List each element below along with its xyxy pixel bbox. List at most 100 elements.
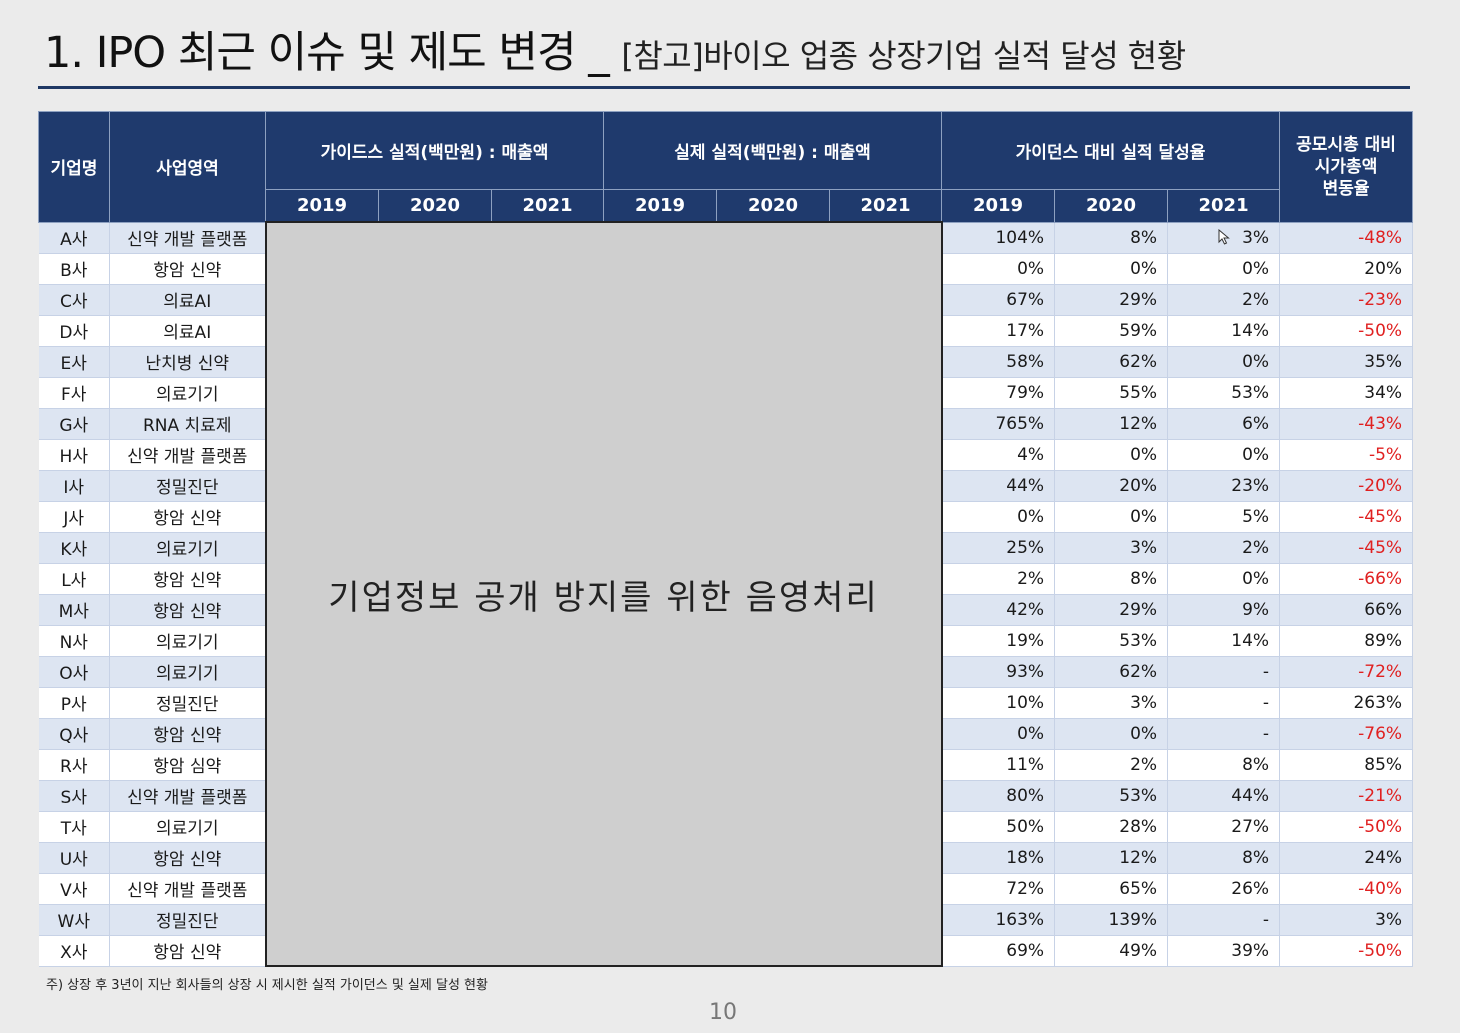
rate-2019-cell: 50% xyxy=(941,811,1056,843)
company-cell: X사 xyxy=(38,935,110,967)
company-cell: W사 xyxy=(38,904,110,936)
rate-2021-cell: 5% xyxy=(1167,501,1281,533)
page-title: 1. IPO 최근 이슈 및 제도 변경 _ [참고]바이오 업종 상장기업 실… xyxy=(44,18,1186,80)
company-cell: O사 xyxy=(38,656,110,688)
mcap-change-cell: 66% xyxy=(1279,594,1414,626)
table-row: W사 정밀진단 163% 139% -3% xyxy=(38,904,1414,936)
rate-2021-cell: 14% xyxy=(1167,625,1281,657)
rate-2021-cell: 0% xyxy=(1167,439,1281,471)
rate-2020-cell: 0% xyxy=(1054,718,1169,750)
table-row: E사 난치병 신약 58% 62% 0% 35% xyxy=(38,346,1414,378)
ipo-achievement-table: 기업명 사업영역 가이드스 실적(백만원) : 매출액 실제 실적(백만원) :… xyxy=(38,111,1414,967)
mcap-change-cell: -5% xyxy=(1279,439,1414,471)
table-row: B사 항암 신약 0% 0% 0% 20% xyxy=(38,253,1414,285)
business-cell: RNA 치료제 xyxy=(109,408,266,440)
rate-2020-cell: 3% xyxy=(1054,687,1169,719)
rate-2019-cell: 42% xyxy=(941,594,1056,626)
rate-2019-cell: 11% xyxy=(941,749,1056,781)
rate-2021-cell: 3% xyxy=(1167,222,1281,254)
mcap-change-cell: -45% xyxy=(1279,501,1414,533)
rate-2020-cell: 65% xyxy=(1054,873,1169,905)
rate-2021-cell: 27% xyxy=(1167,811,1281,843)
rate-2019-cell: 0% xyxy=(941,253,1056,285)
rate-2021-cell: 0% xyxy=(1167,346,1281,378)
business-cell: 항암 신약 xyxy=(109,842,266,874)
title-rule xyxy=(38,86,1410,89)
footnote: 주) 상장 후 3년이 지난 회사들의 상장 시 제시한 실적 가이던스 및 실… xyxy=(46,978,488,993)
mcap-change-cell: -40% xyxy=(1279,873,1414,905)
table-row: F사 의료기기 79% 55% 53% 34% xyxy=(38,377,1414,409)
rate-2019-cell: 765% xyxy=(941,408,1056,440)
rate-2020-cell: 139% xyxy=(1054,904,1169,936)
mcap-change-cell: -21% xyxy=(1279,780,1414,812)
header-mcap-line2: 시가총액 xyxy=(1314,156,1378,177)
header-year-guidance-2021: 2021 xyxy=(490,189,605,223)
company-cell: V사 xyxy=(38,873,110,905)
header-year-rate-2019: 2019 xyxy=(941,189,1056,223)
rate-2021-cell: - xyxy=(1167,904,1281,936)
rate-2020-cell: 8% xyxy=(1054,563,1169,595)
table-row: I사 정밀진단 44% 20% 23% -20% xyxy=(38,470,1414,502)
rate-2021-cell: 2% xyxy=(1167,284,1281,316)
rate-2020-cell: 62% xyxy=(1054,656,1169,688)
rate-2021-cell: 8% xyxy=(1167,842,1281,874)
mcap-change-cell: -50% xyxy=(1279,315,1414,347)
rate-2020-cell: 0% xyxy=(1054,439,1169,471)
rate-2021-cell: - xyxy=(1167,718,1281,750)
table-row: O사 의료기기 93% 62% - -72% xyxy=(38,656,1414,688)
mcap-change-cell: 35% xyxy=(1279,346,1414,378)
header-mcap-line1: 공모시총 대비 xyxy=(1296,134,1396,155)
header-mcap-change: 공모시총 대비 시가총액 변동율 xyxy=(1279,111,1414,223)
mcap-change-cell: 85% xyxy=(1279,749,1414,781)
rate-2020-cell: 55% xyxy=(1054,377,1169,409)
business-cell: 항암 신약 xyxy=(109,594,266,626)
business-cell: 신약 개발 플랫폼 xyxy=(109,780,266,812)
company-cell: J사 xyxy=(38,501,110,533)
rate-2020-cell: 3% xyxy=(1054,532,1169,564)
page-number: 10 xyxy=(709,1000,737,1025)
table-row: G사 RNA 치료제 765% 12% 6% -43% xyxy=(38,408,1414,440)
rate-2021-cell: 44% xyxy=(1167,780,1281,812)
rate-2021-cell: 9% xyxy=(1167,594,1281,626)
rate-2021-cell: - xyxy=(1167,687,1281,719)
table-row: L사 항암 신약 2% 8% 0% -66% xyxy=(38,563,1414,595)
rate-2019-cell: 93% xyxy=(941,656,1056,688)
rate-2019-cell: 10% xyxy=(941,687,1056,719)
mcap-change-cell: -50% xyxy=(1279,811,1414,843)
business-cell: 정밀진단 xyxy=(109,904,266,936)
rate-2021-cell: 23% xyxy=(1167,470,1281,502)
rate-2019-cell: 0% xyxy=(941,718,1056,750)
mcap-change-cell: 3% xyxy=(1279,904,1414,936)
company-cell: N사 xyxy=(38,625,110,657)
rate-2019-cell: 69% xyxy=(941,935,1056,967)
rate-2021-cell: 53% xyxy=(1167,377,1281,409)
rate-2020-cell: 49% xyxy=(1054,935,1169,967)
company-cell: K사 xyxy=(38,532,110,564)
header-year-rate-2021: 2021 xyxy=(1167,189,1281,223)
rate-2019-cell: 17% xyxy=(941,315,1056,347)
business-cell: 항암 심약 xyxy=(109,749,266,781)
business-cell: 의료기기 xyxy=(109,532,266,564)
rate-2021-cell: 14% xyxy=(1167,315,1281,347)
business-cell: 의료기기 xyxy=(109,377,266,409)
mcap-change-cell: -76% xyxy=(1279,718,1414,750)
mcap-change-cell: -66% xyxy=(1279,563,1414,595)
title-main: 1. IPO 최근 이슈 및 제도 변경 _ xyxy=(44,28,622,78)
rate-2020-cell: 20% xyxy=(1054,470,1169,502)
company-cell: I사 xyxy=(38,470,110,502)
rate-2021-cell: 0% xyxy=(1167,253,1281,285)
business-cell: 항암 신약 xyxy=(109,935,266,967)
header-mcap-line3: 변동율 xyxy=(1322,178,1370,199)
header-guidance: 가이드스 실적(백만원) : 매출액 xyxy=(264,111,605,190)
business-cell: 신약 개발 플랫폼 xyxy=(109,222,266,254)
mcap-change-cell: -45% xyxy=(1279,532,1414,564)
table-row: C사 의료AI 67% 29% 2% -23% xyxy=(38,284,1414,316)
header-year-actual-2020: 2020 xyxy=(716,189,831,223)
table-row: U사 항암 신약 18% 12% 8% 24% xyxy=(38,842,1414,874)
company-cell: G사 xyxy=(38,408,110,440)
mouse-cursor-icon xyxy=(1218,228,1230,245)
header-actual: 실제 실적(백만원) : 매출액 xyxy=(603,111,943,190)
business-cell: 항암 신약 xyxy=(109,501,266,533)
company-cell: S사 xyxy=(38,780,110,812)
table-body: A사 신약 개발 플랫폼 기업정보 공개 방지를 위한 음영처리 104% 8% 3% -4… xyxy=(38,221,1414,967)
